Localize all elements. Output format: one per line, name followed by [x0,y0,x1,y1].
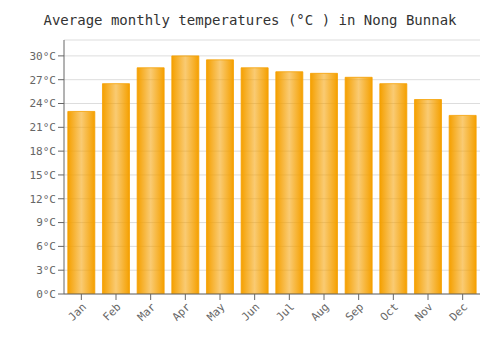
svg-text:Nov: Nov [412,300,436,324]
svg-text:Jan: Jan [66,300,89,323]
svg-text:21°C: 21°C [30,121,57,134]
svg-text:May: May [204,300,228,324]
svg-text:24°C: 24°C [30,97,57,110]
svg-text:Feb: Feb [100,300,123,323]
svg-text:6°C: 6°C [36,240,56,253]
svg-text:9°C: 9°C [36,216,56,229]
svg-text:Jun: Jun [239,300,262,323]
svg-text:Sep: Sep [343,300,366,323]
svg-text:3°C: 3°C [36,264,56,277]
html-text:Average monthly temperatures (: Average monthly temperatures (°C ) in No… [43,12,457,28]
svg-text:27°C: 27°C [30,74,57,87]
svg-text:Jul: Jul [274,300,297,323]
svg-text:12°C: 12°C [30,193,57,206]
svg-text:15°C: 15°C [30,169,57,182]
svg-text:30°C: 30°C [30,50,57,63]
svg-text:Oct: Oct [378,300,401,323]
svg-text:0°C: 0°C [36,288,56,301]
svg-text:Apr: Apr [170,300,194,324]
svg-text:Mar: Mar [135,300,159,324]
svg-text:Dec: Dec [447,300,470,323]
svg-text:Aug: Aug [308,300,331,323]
svg-text:18°C: 18°C [30,145,57,158]
